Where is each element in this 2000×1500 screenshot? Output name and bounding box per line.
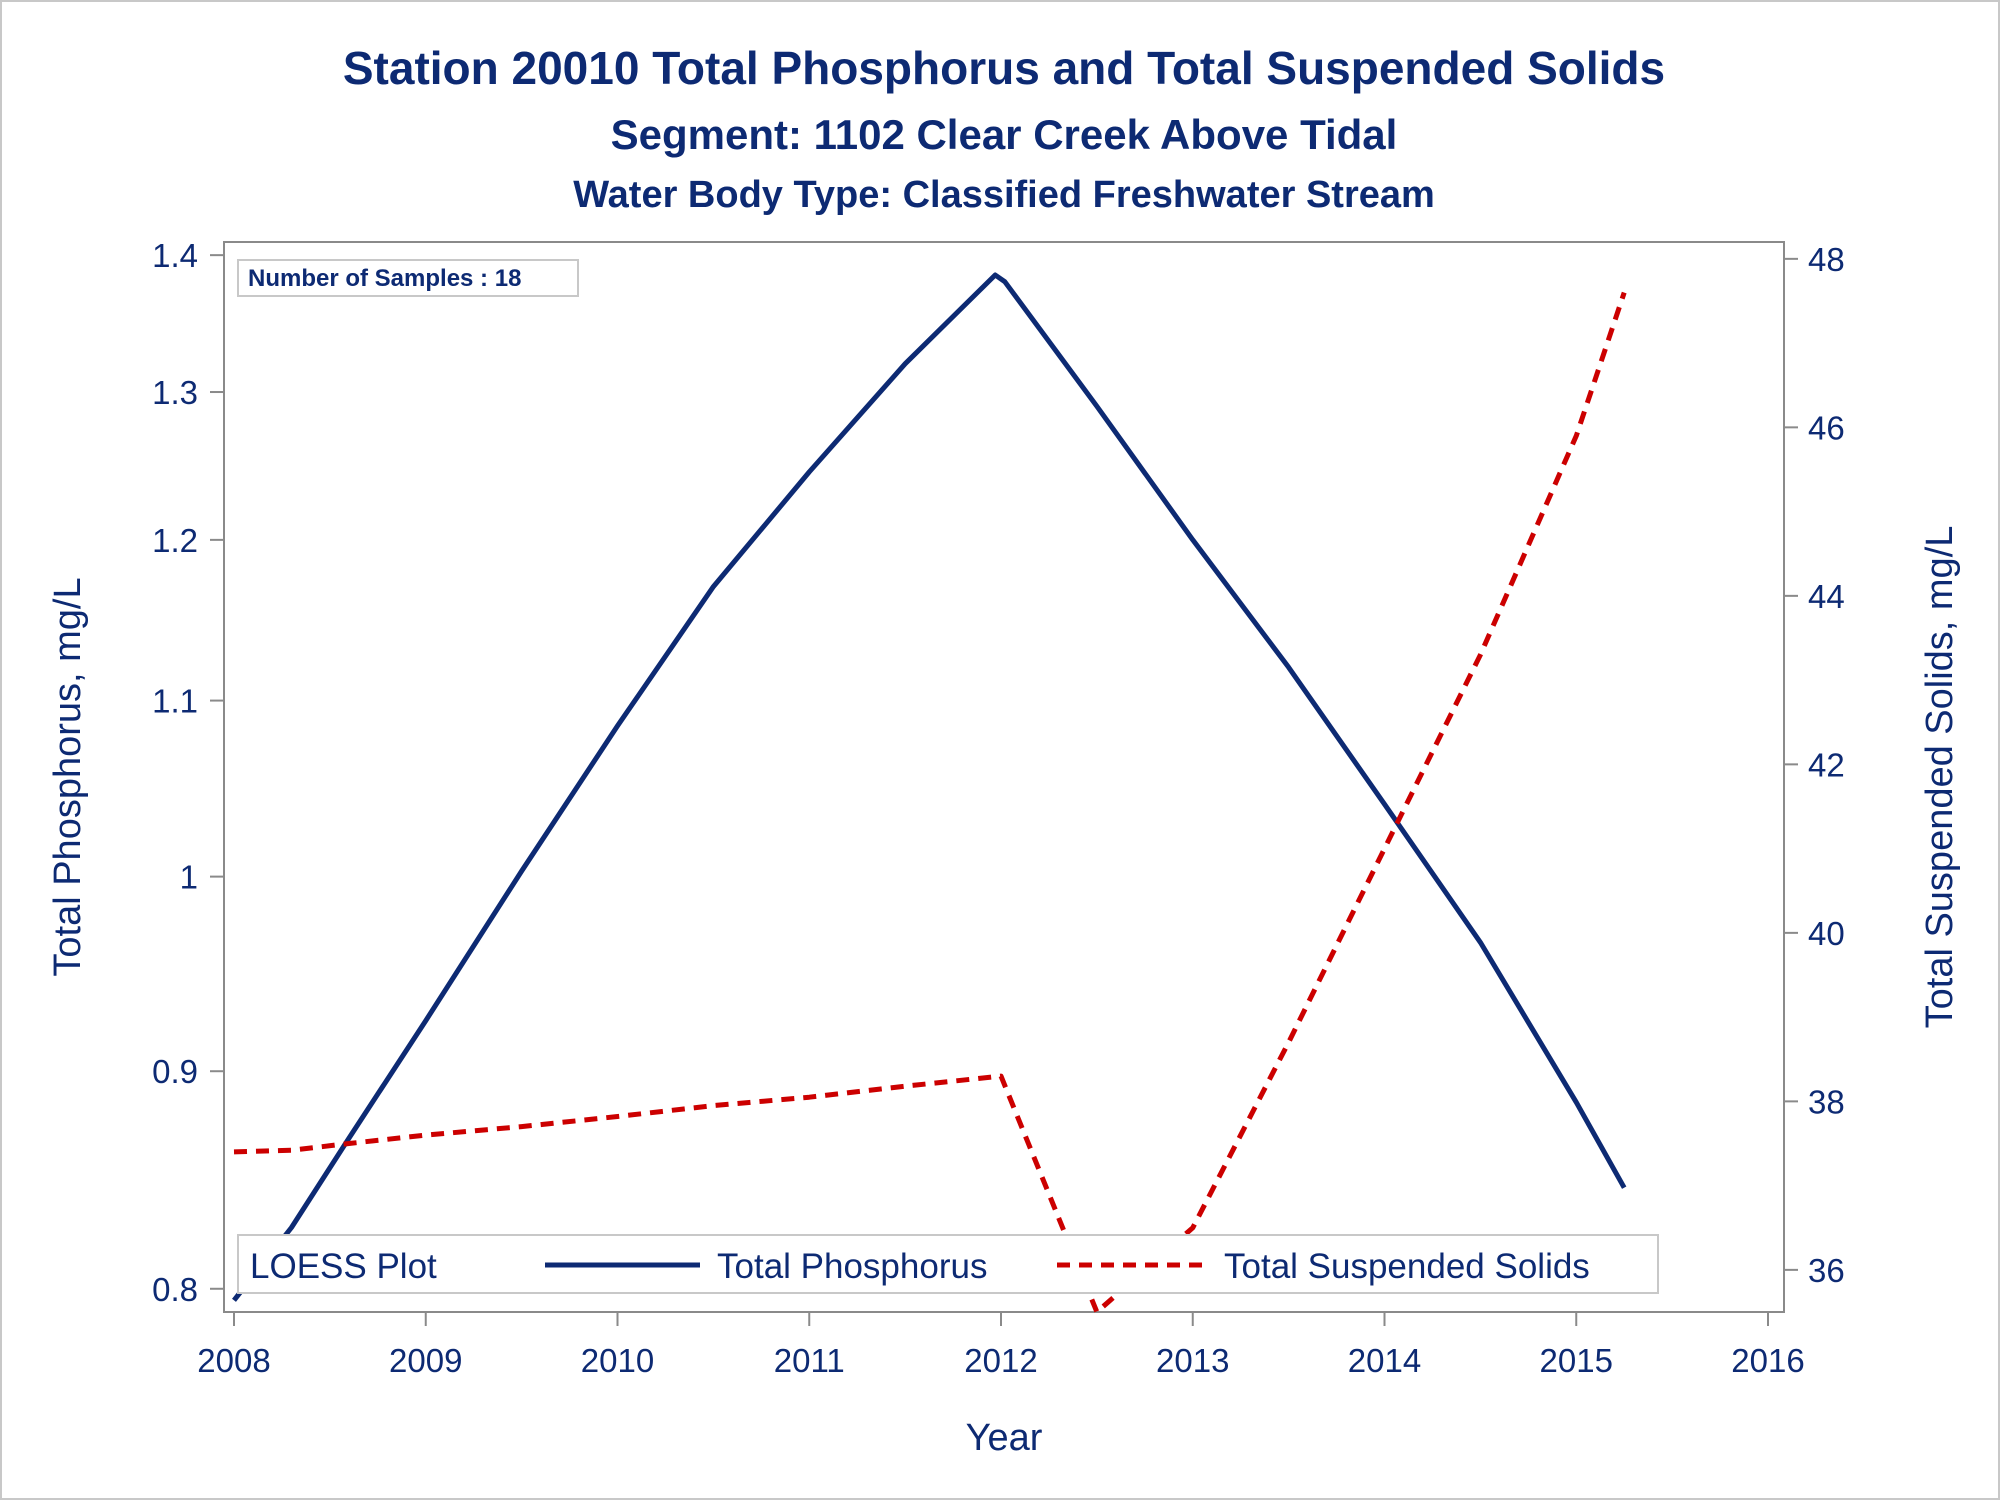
y2-tick-label: 48: [1808, 241, 1845, 278]
y2-tick-label: 42: [1808, 746, 1845, 783]
sample-count-frame: [237, 259, 579, 297]
y-tick-label: 0.9: [152, 1053, 198, 1090]
x-tick-label: 2015: [1540, 1342, 1613, 1379]
chart-subtitle: Segment: 1102 Clear Creek Above Tidal: [611, 111, 1398, 158]
y-tick-label: 0.8: [152, 1271, 198, 1308]
y2-tick-label: 46: [1808, 409, 1845, 446]
y-tick-label: 1.1: [152, 683, 198, 720]
y-axis-left: 0.8 0.9 1 1.1 1.2 1.3 1.4: [152, 237, 224, 1308]
sample-count-box: Number of Samples : 18: [237, 259, 579, 297]
y2-tick-label: 36: [1808, 1252, 1845, 1289]
x-tick-label: 2008: [197, 1342, 270, 1379]
y-tick-label: 1: [180, 859, 198, 896]
chart-title: Station 20010 Total Phosphorus and Total…: [343, 42, 1665, 94]
x-tick-label: 2010: [581, 1342, 654, 1379]
legend-title: LOESS Plot: [250, 1247, 437, 1286]
y-tick-label: 1.3: [152, 374, 198, 411]
x-axis: 2008 2009 2010 2011 2012 2013 2014 2015 2016: [197, 1312, 1805, 1379]
legend: LOESS Plot Total Phosphorus Total Suspen…: [237, 1234, 1659, 1294]
y2-tick-label: 38: [1808, 1083, 1845, 1120]
legend-frame: [237, 1234, 1659, 1294]
y-axis-right-title: Total Suspended Solids, mg/L: [1919, 526, 1961, 1029]
y-axis-left-title: Total Phosphorus, mg/L: [47, 577, 89, 976]
y-tick-label: 1.2: [152, 522, 198, 559]
y2-tick-label: 44: [1808, 578, 1845, 615]
legend-label-phosphorus: Total Phosphorus: [717, 1247, 987, 1286]
x-axis-title: Year: [966, 1417, 1043, 1459]
sample-count-label: Number of Samples : 18: [248, 265, 521, 292]
plot-frame: [223, 241, 1785, 1313]
x-tick-label: 2011: [774, 1342, 845, 1379]
series-line-total-phosphorus: [232, 272, 1627, 1302]
series-layer: [232, 272, 1627, 1315]
x-tick-label: 2009: [389, 1342, 462, 1379]
x-tick-label: 2016: [1731, 1342, 1804, 1379]
y-tick-label: 1.4: [152, 237, 198, 274]
y-axis-right: 36 38 40 42 44 46 48: [1784, 241, 1845, 1289]
series-line-total-suspended-solids: [233, 291, 1627, 1315]
x-tick-label: 2012: [964, 1342, 1037, 1379]
chart-subtitle-2: Water Body Type: Classified Freshwater S…: [573, 174, 1435, 216]
x-tick-label: 2014: [1348, 1342, 1421, 1379]
x-tick-label: 2013: [1156, 1342, 1229, 1379]
y2-tick-label: 40: [1808, 915, 1845, 952]
legend-label-tss: Total Suspended Solids: [1224, 1247, 1590, 1286]
